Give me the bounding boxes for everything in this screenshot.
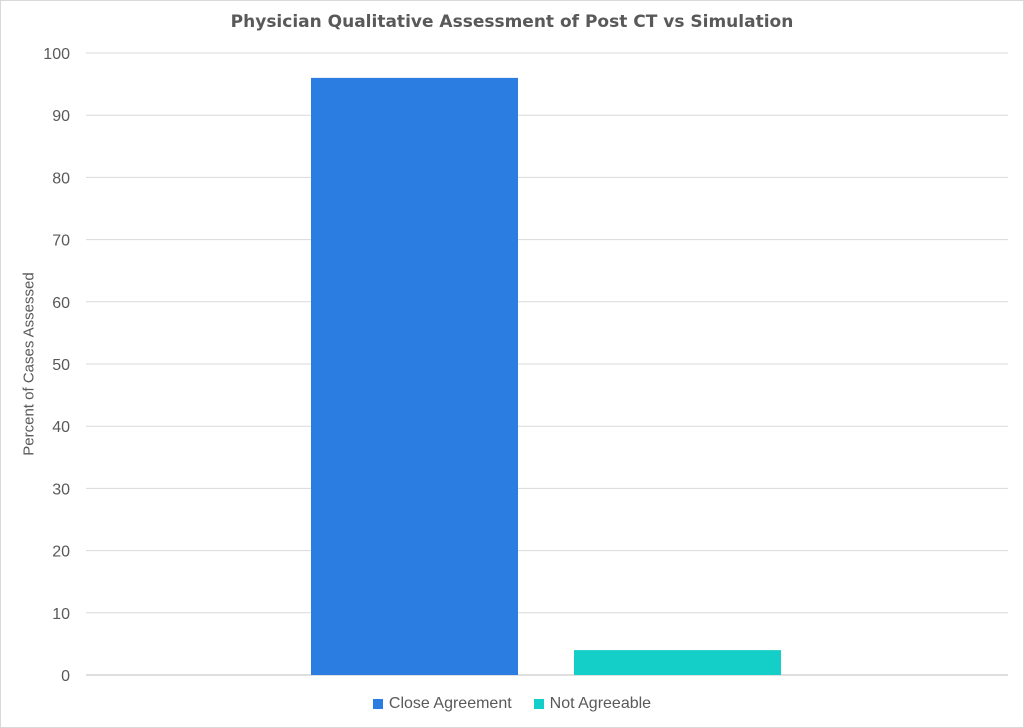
- y-tick-label: 0: [61, 668, 70, 685]
- y-tick-label: 40: [52, 419, 70, 436]
- y-tick-label: 30: [52, 481, 70, 498]
- y-tick-label: 50: [52, 357, 70, 374]
- chart-title: Physician Qualitative Assessment of Post…: [230, 12, 794, 32]
- legend-swatch-close-agreement: [372, 699, 383, 709]
- y-tick-labels: 0 10 20 30 40 50 60 70 80 90 100: [43, 46, 70, 685]
- bar-close-agreement: [311, 77, 518, 675]
- y-tick-label: 90: [52, 108, 70, 125]
- y-tick-label: 20: [52, 544, 70, 561]
- legend-label: Close Agreement: [388, 695, 512, 712]
- bars: [311, 77, 781, 675]
- bar-not-agreeable: [574, 650, 781, 675]
- y-tick-label: 100: [43, 46, 70, 63]
- legend-label: Not Agreeable: [549, 695, 652, 712]
- y-tick-label: 70: [52, 233, 70, 250]
- y-tick-label: 60: [52, 295, 70, 312]
- legend: Close Agreement Not Agreeable: [1, 695, 1023, 713]
- legend-item-not-agreeable: Not Agreeable: [533, 695, 652, 713]
- gridlines: [86, 52, 1008, 676]
- y-tick-label: 10: [52, 606, 70, 623]
- legend-swatch-not-agreeable: [533, 699, 544, 709]
- y-tick-label: 80: [52, 170, 70, 187]
- legend-item-close-agreement: Close Agreement: [372, 695, 512, 713]
